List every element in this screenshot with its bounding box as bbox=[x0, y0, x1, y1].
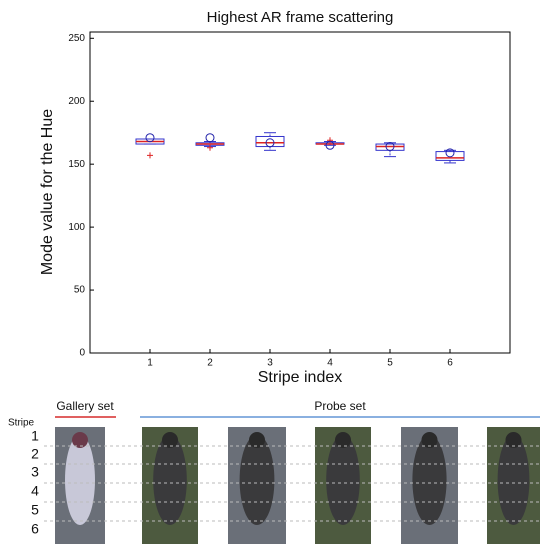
stripe-number: 4 bbox=[31, 483, 39, 499]
stripe-number: 5 bbox=[31, 502, 39, 518]
y-tick-label: 0 bbox=[79, 348, 85, 359]
x-axis-label: Stripe index bbox=[258, 369, 343, 386]
person-silhouette bbox=[326, 435, 360, 525]
stripe-number: 3 bbox=[31, 464, 39, 480]
stripe-number: 1 bbox=[31, 428, 39, 444]
y-tick-label: 250 bbox=[68, 33, 85, 44]
chart-title: Highest AR frame scattering bbox=[207, 9, 394, 26]
probe-label: Probe set bbox=[314, 399, 366, 413]
box bbox=[256, 136, 284, 146]
stripe-number: 6 bbox=[31, 521, 39, 537]
y-axis-label: Mode value for the Hue bbox=[39, 109, 56, 275]
x-tick-label: 1 bbox=[147, 358, 153, 369]
outlier bbox=[147, 152, 153, 158]
y-tick-label: 100 bbox=[68, 222, 85, 233]
x-tick-label: 2 bbox=[207, 358, 213, 369]
person-silhouette bbox=[65, 435, 95, 525]
person-head bbox=[335, 432, 351, 448]
y-tick-label: 150 bbox=[68, 159, 85, 170]
x-tick-label: 3 bbox=[267, 358, 273, 369]
person-silhouette bbox=[498, 435, 530, 525]
stripe-number: 2 bbox=[31, 446, 39, 462]
box bbox=[436, 152, 464, 161]
y-tick-label: 50 bbox=[74, 285, 86, 296]
y-tick-label: 200 bbox=[68, 96, 85, 107]
figure: Highest AR frame scattering Stripe index… bbox=[0, 0, 540, 544]
x-tick-label: 5 bbox=[387, 358, 393, 369]
highest-ar-point bbox=[206, 134, 214, 142]
person-silhouette bbox=[240, 435, 275, 525]
highest-ar-point bbox=[146, 134, 154, 142]
person-silhouette bbox=[412, 435, 446, 525]
gallery-label: Gallery set bbox=[56, 399, 114, 413]
person-silhouette bbox=[153, 435, 187, 525]
x-tick-label: 4 bbox=[327, 358, 333, 369]
x-tick-label: 6 bbox=[447, 358, 453, 369]
plot-frame bbox=[90, 32, 510, 353]
